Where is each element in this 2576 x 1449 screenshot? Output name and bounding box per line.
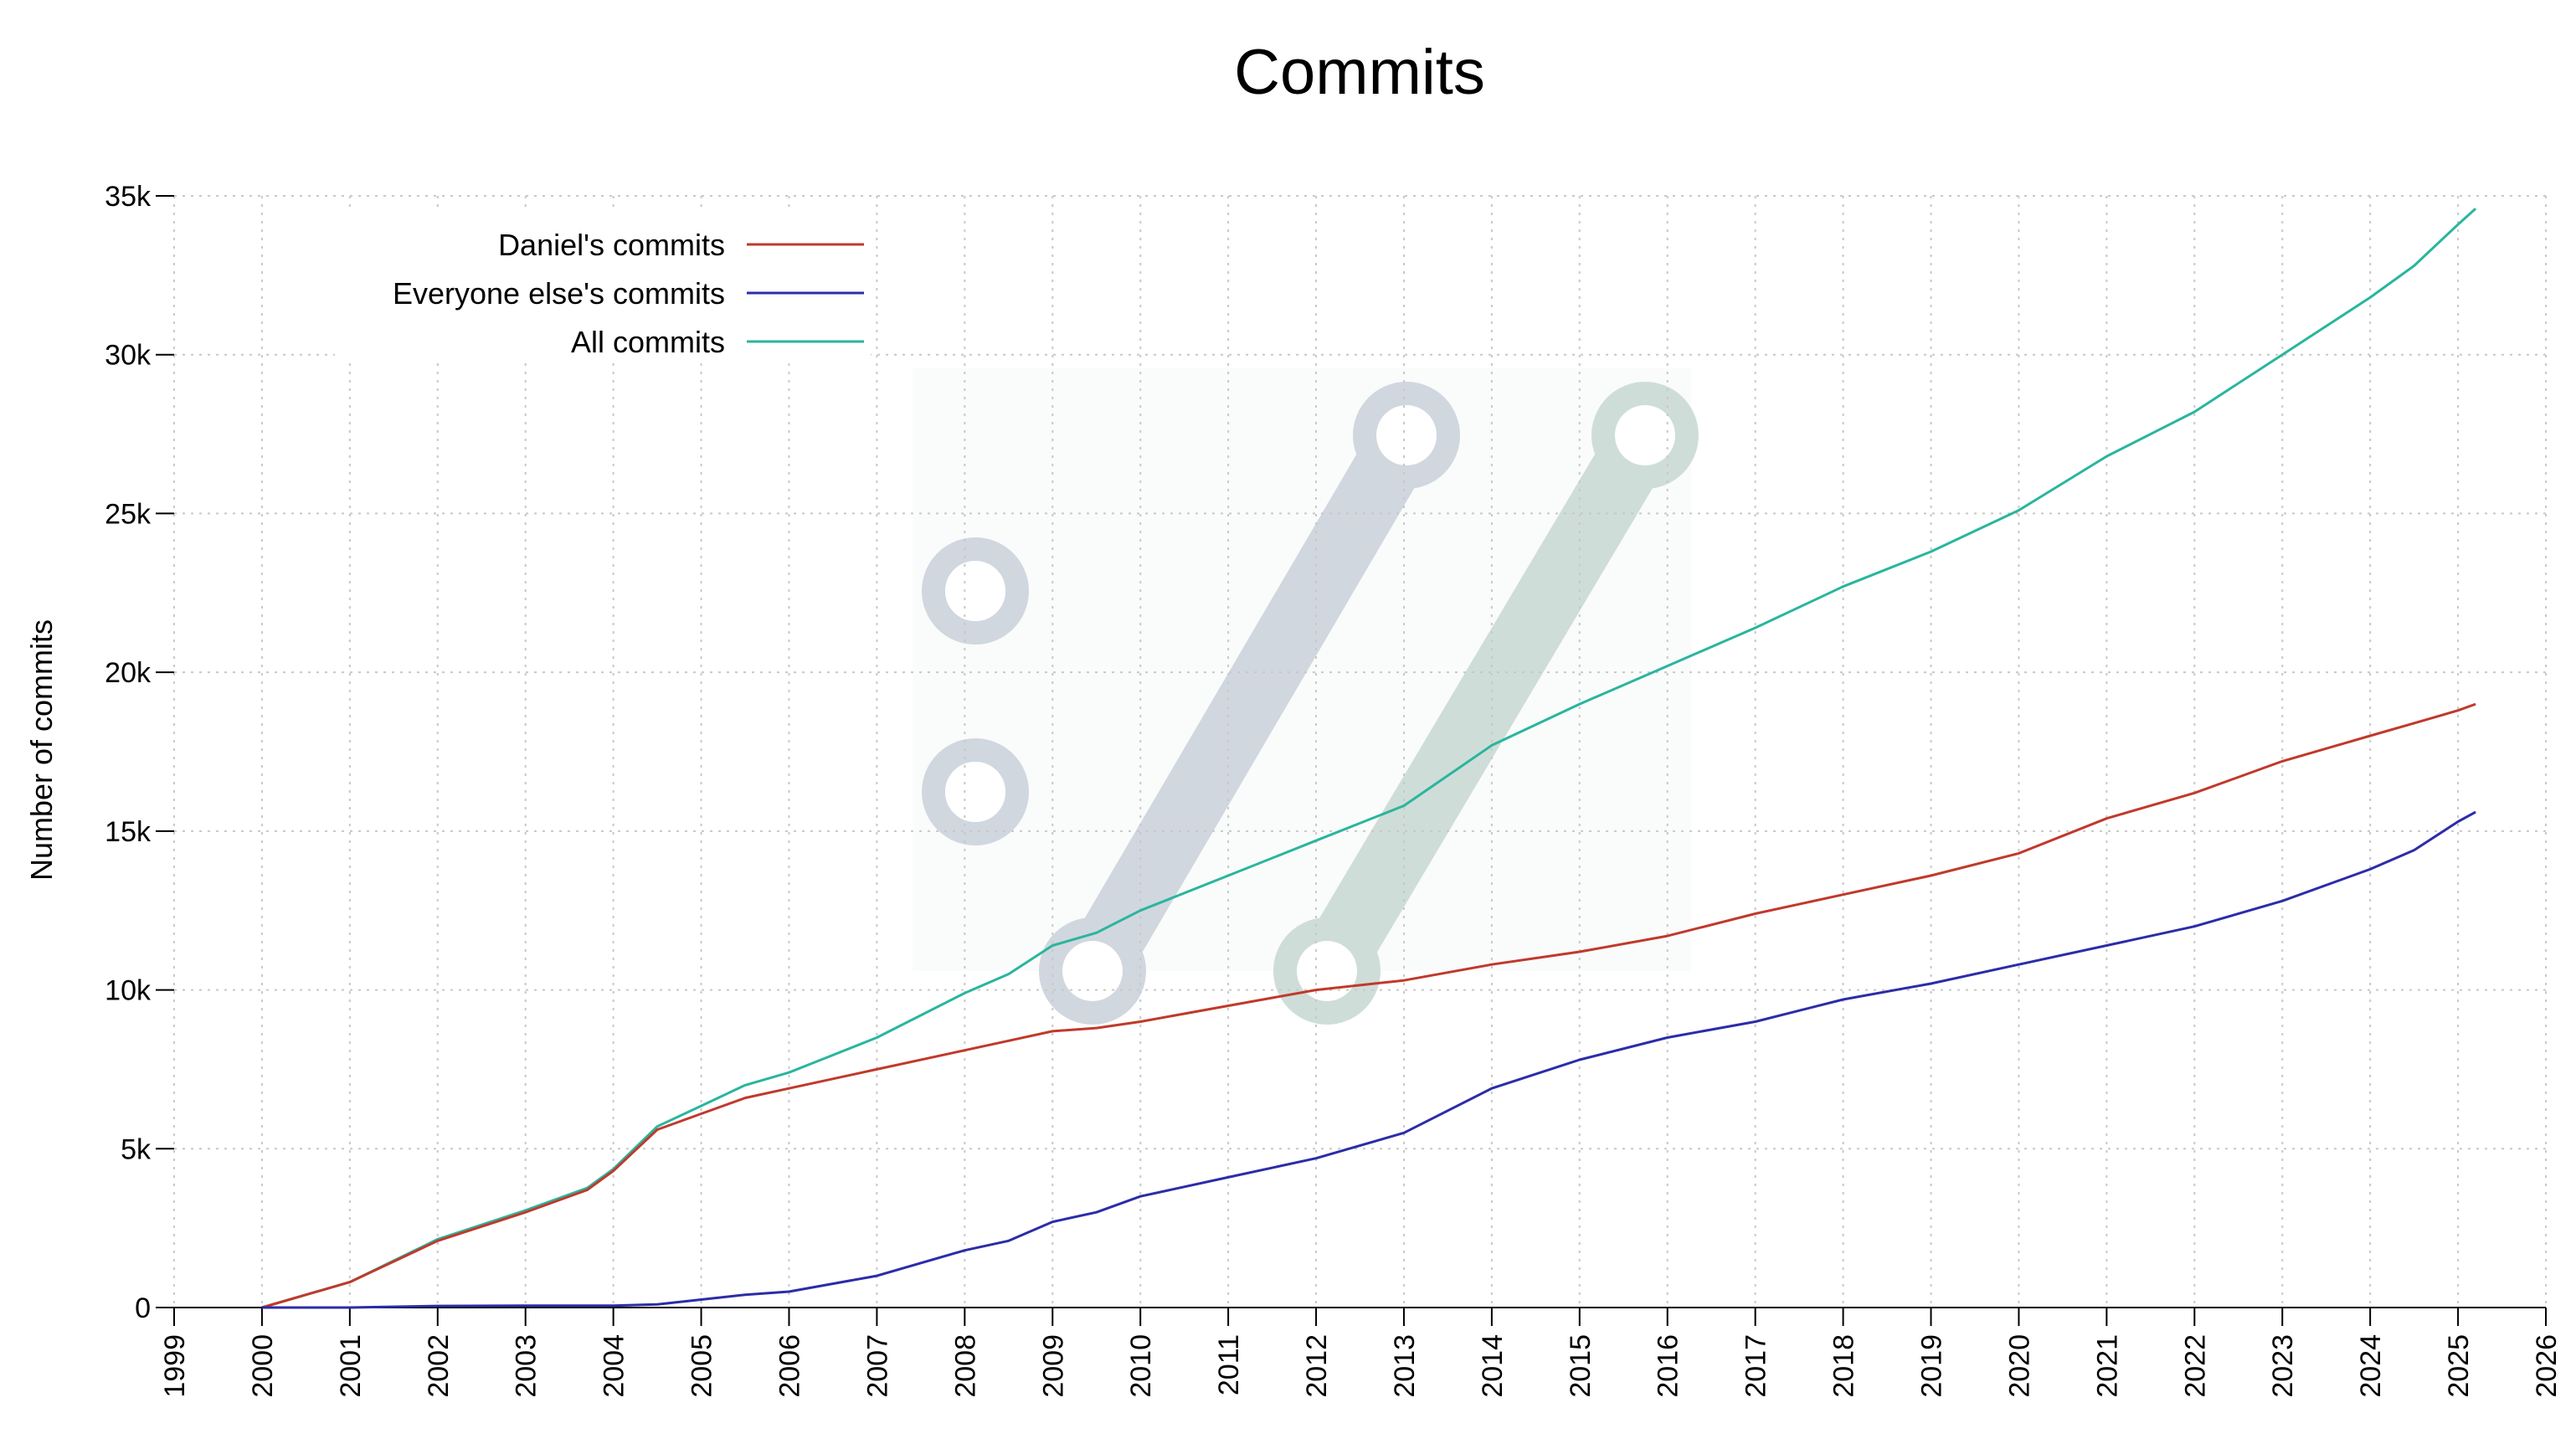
series-line-everyone-else [261, 810, 2476, 1309]
x-tick-label: 2011 [1213, 1334, 1245, 1395]
y-tick-label: 30k [105, 340, 152, 372]
x-tick-label: 2003 [511, 1334, 542, 1398]
y-tick-label: 25k [105, 498, 152, 530]
legend-label-all: All commits [571, 325, 725, 359]
legend: Daniel's commits Everyone else's commits… [335, 211, 871, 362]
x-tick-label: 2019 [1916, 1334, 1948, 1398]
watermark-git-logo [913, 368, 1699, 1025]
y-tick-label: 20k [105, 657, 152, 689]
x-tick-label: 2018 [1828, 1334, 1860, 1398]
series-line-all [261, 208, 2477, 1309]
x-tick-label: 2014 [1477, 1334, 1509, 1398]
x-tick-label: 2001 [335, 1334, 367, 1398]
x-tick-label: 2005 [686, 1334, 718, 1398]
x-tick-label: 2026 [2531, 1334, 2563, 1398]
x-tick-label: 2013 [1389, 1334, 1421, 1398]
x-tick-label: 2002 [423, 1334, 455, 1398]
y-tick-label: 5k [121, 1133, 152, 1165]
y-axis-label: Number of commits [24, 619, 59, 881]
x-tick-label: 2010 [1125, 1334, 1157, 1398]
x-tick-label: 2022 [2179, 1334, 2211, 1398]
x-tick-label: 2007 [861, 1334, 893, 1398]
y-tick-label: 35k [105, 181, 152, 213]
x-tick-label: 2009 [1037, 1334, 1069, 1398]
x-tick-label: 1999 [159, 1334, 191, 1398]
legend-label-everyone-else: Everyone else's commits [393, 276, 725, 311]
x-tick-label: 2016 [1653, 1334, 1684, 1398]
x-tick-label: 2020 [2003, 1334, 2035, 1398]
legend-label-daniel: Daniel's commits [498, 228, 725, 262]
y-tick-label: 10k [105, 975, 152, 1007]
x-tick-label: 2024 [2355, 1334, 2387, 1398]
x-tick-label: 2006 [774, 1334, 805, 1398]
y-tick-label: 15k [105, 816, 152, 848]
x-tick-label: 2021 [2091, 1334, 2123, 1398]
x-tick-label: 2023 [2267, 1334, 2299, 1398]
x-tick-label: 2025 [2443, 1334, 2475, 1398]
x-tick-label: 2008 [949, 1334, 981, 1398]
x-tick-label: 2017 [1740, 1334, 1772, 1398]
y-tick-label: 0 [135, 1292, 151, 1324]
series-line-daniel [261, 702, 2476, 1309]
x-tick-label: 2000 [247, 1334, 279, 1398]
chart-title: Commits [1234, 37, 1485, 108]
x-tick-label: 2004 [599, 1334, 630, 1398]
x-tick-label: 2015 [1565, 1334, 1597, 1398]
x-tick-label: 2012 [1301, 1334, 1333, 1398]
